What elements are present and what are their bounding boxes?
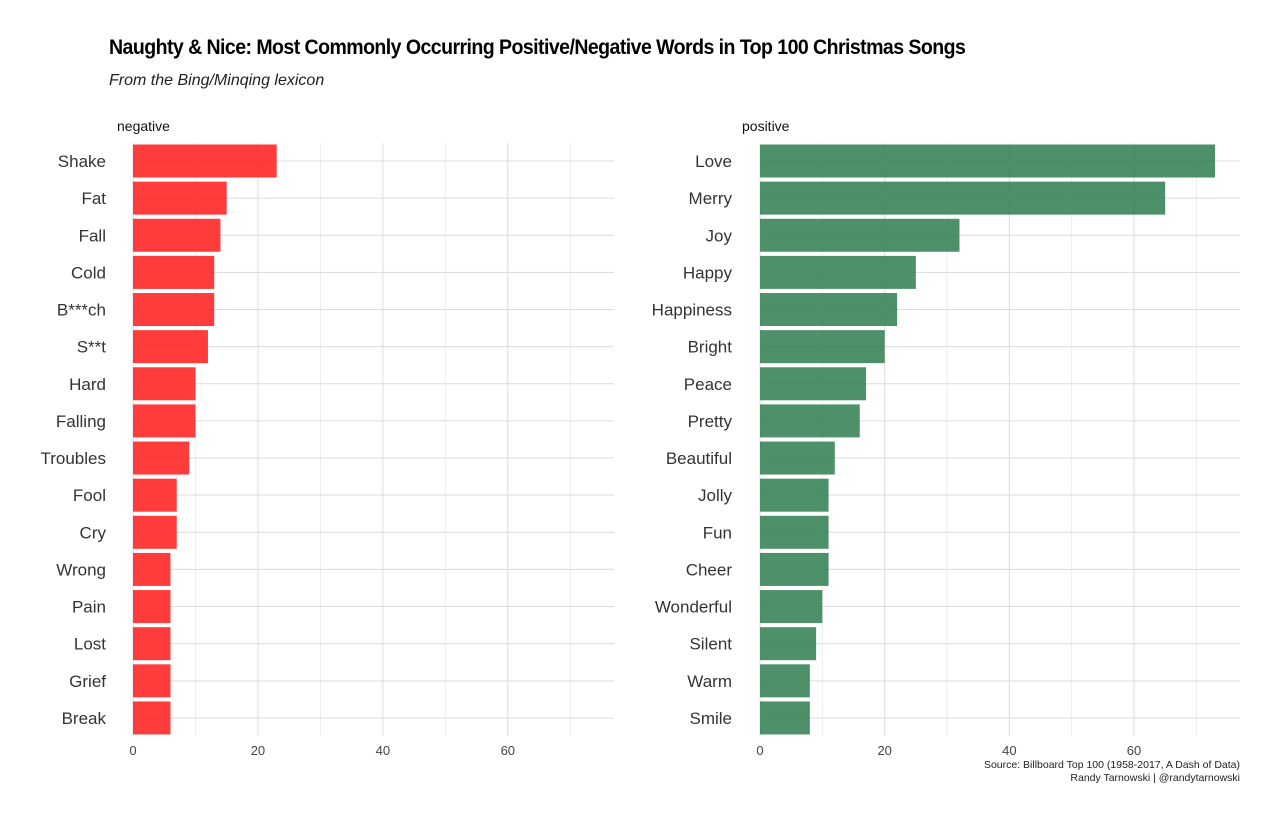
positive-category-label: Joy: [706, 226, 733, 245]
negative-category-label: Hard: [69, 375, 106, 394]
negative-category-label: Fat: [81, 189, 106, 208]
source-caption: Source: Billboard Top 100 (1958-2017, A …: [984, 759, 1240, 785]
positive-category-label: Beautiful: [666, 449, 732, 468]
negative-category-label: Break: [62, 709, 107, 728]
negative-category-label: Wrong: [56, 560, 106, 579]
chart-subtitle: From the Bing/Minqing lexicon: [109, 72, 325, 89]
caption-author: Randy Tarnowski | @randytarnowski: [1070, 772, 1240, 784]
negative-category-label: Cry: [80, 523, 107, 542]
positive-bar-beautiful: [760, 441, 835, 475]
positive-category-label: Wonderful: [655, 598, 732, 617]
positive-x-tick-label: 0: [756, 743, 763, 758]
positive-category-label: Silent: [689, 635, 732, 654]
negative-bar-lost: [133, 627, 171, 661]
negative-category-label: Pain: [72, 598, 106, 617]
positive-bar-smile: [760, 701, 810, 735]
positive-bar-warm: [760, 664, 810, 698]
negative-category-label: Shake: [58, 152, 106, 171]
positive-bar-wonderful: [760, 590, 823, 624]
negative-category-label: Fool: [73, 486, 106, 505]
negative-bar-shake: [133, 144, 277, 178]
negative-category-label: Troubles: [40, 449, 106, 468]
negative-category-label: Lost: [74, 635, 106, 654]
positive-category-label: Happy: [683, 263, 733, 282]
positive-bar-fun: [760, 515, 829, 549]
negative-bar-pain: [133, 590, 171, 624]
positive-category-label: Smile: [689, 709, 732, 728]
negative-bar-grief: [133, 664, 171, 698]
negative-category-label: S**t: [77, 338, 107, 357]
positive-category-label: Fun: [703, 523, 732, 542]
positive-bar-joy: [760, 218, 960, 252]
positive-bar-merry: [760, 181, 1166, 215]
negative-x-tick-label: 60: [501, 743, 515, 758]
negative-bar-s-t: [133, 330, 208, 364]
negative-bar-break: [133, 701, 171, 735]
positive-x-tick-label: 20: [877, 743, 891, 758]
negative-bar-fool: [133, 478, 177, 512]
positive-category-label: Merry: [689, 189, 733, 208]
negative-bar-fat: [133, 181, 227, 215]
negative-x-tick-label: 0: [129, 743, 136, 758]
negative-category-label: Cold: [71, 263, 106, 282]
positive-x-tick-label: 60: [1127, 743, 1141, 758]
positive-category-label: Cheer: [686, 560, 733, 579]
negative-category-label: Grief: [69, 672, 106, 691]
positive-category-label: Pretty: [688, 412, 733, 431]
positive-bar-happiness: [760, 293, 898, 327]
negative-x-tick-label: 20: [251, 743, 265, 758]
positive-category-label: Warm: [687, 672, 732, 691]
positive-category-label: Jolly: [698, 486, 733, 505]
positive-category-label: Love: [695, 152, 732, 171]
positive-bar-happy: [760, 255, 916, 289]
positive-bar-love: [760, 144, 1216, 178]
positive-bar-silent: [760, 627, 817, 661]
negative-facet-label: negative: [117, 118, 170, 134]
negative-bar-troubles: [133, 441, 190, 475]
negative-bar-cry: [133, 515, 177, 549]
chart-title: Naughty & Nice: Most Commonly Occurring …: [109, 36, 966, 59]
positive-bar-jolly: [760, 478, 829, 512]
negative-category-label: Fall: [79, 226, 106, 245]
caption-source: Source: Billboard Top 100 (1958-2017, A …: [983, 759, 1240, 771]
positive-facet-label: positive: [742, 118, 790, 134]
positive-category-label: Happiness: [652, 301, 732, 320]
negative-category-label: Falling: [56, 412, 106, 431]
negative-bar-hard: [133, 367, 196, 401]
negative-bar-cold: [133, 255, 215, 289]
positive-category-label: Bright: [688, 338, 733, 357]
positive-bar-bright: [760, 330, 885, 364]
negative-bar-falling: [133, 404, 196, 438]
negative-bar-fall: [133, 218, 221, 252]
negative-category-label: B***ch: [57, 301, 106, 320]
positive-x-tick-label: 40: [1002, 743, 1016, 758]
negative-bar-b-ch: [133, 293, 215, 327]
positive-bar-cheer: [760, 552, 829, 586]
positive-bar-peace: [760, 367, 866, 401]
negative-x-tick-label: 40: [376, 743, 390, 758]
positive-bar-pretty: [760, 404, 860, 438]
positive-category-label: Peace: [684, 375, 732, 394]
negative-bar-wrong: [133, 552, 171, 586]
